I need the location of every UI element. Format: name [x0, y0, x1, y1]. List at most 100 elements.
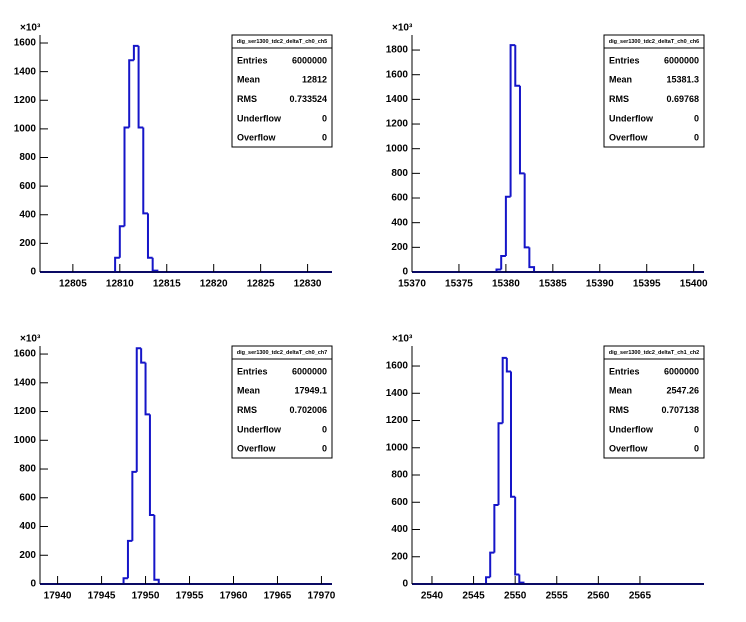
stats-label: RMS	[609, 405, 629, 415]
stats-value: 17949.1	[294, 386, 327, 396]
histogram-bin	[153, 515, 160, 584]
y-tick-label: 0	[30, 579, 36, 590]
x-tick-label: 12820	[200, 279, 228, 290]
histogram-bin	[528, 247, 536, 272]
x-tick-label: 15380	[492, 279, 520, 290]
histogram-bin	[135, 347, 142, 472]
y-tick-label: 400	[391, 524, 408, 535]
y-tick-label: 1400	[14, 377, 37, 388]
stats-label: Overflow	[237, 133, 277, 143]
stats-box	[231, 345, 333, 459]
histogram-bin	[114, 256, 120, 272]
y-tick-label: 1200	[14, 95, 37, 106]
stats-value: 0	[694, 133, 699, 143]
x-tick-label: 17940	[44, 591, 72, 602]
x-tick-label: 2550	[504, 591, 527, 602]
histogram-bin	[495, 268, 502, 272]
histogram-bin	[128, 59, 134, 128]
y-tick-label: 200	[391, 551, 408, 562]
histogram-bin	[137, 45, 144, 129]
histogram-bin	[151, 257, 159, 272]
x-tick-label: 15385	[539, 279, 567, 290]
histogram-bin	[509, 44, 516, 197]
y-tick-label: 0	[402, 579, 408, 590]
stats-label: Overflow	[609, 444, 649, 454]
histogram-bin	[131, 470, 137, 541]
x-tick-label: 15375	[445, 279, 473, 290]
x-tick-label: 12815	[153, 279, 181, 290]
y-tick-label: 600	[391, 193, 408, 204]
y-tick-label: 200	[19, 238, 36, 249]
x-tick-label: 2545	[462, 591, 485, 602]
histogram-bin	[118, 225, 125, 258]
stats-label: Entries	[609, 55, 640, 65]
x-tick-label: 2555	[546, 591, 569, 602]
stats-value: 0	[694, 113, 699, 123]
stats-value: 0.69768	[666, 94, 699, 104]
stats-label: Underflow	[609, 113, 654, 123]
stats-value: 0	[322, 424, 327, 434]
histogram-bin	[493, 503, 499, 553]
stats-label: Entries	[609, 366, 640, 376]
x-tick-label: 17950	[132, 591, 160, 602]
stats-box	[231, 34, 333, 148]
y-tick-label: 800	[19, 464, 36, 475]
stats-label: Underflow	[609, 424, 654, 434]
y-tick-label: 200	[391, 242, 408, 253]
y-tick-label: 1400	[14, 66, 37, 77]
x-tick-label: 12825	[247, 279, 275, 290]
x-tick-label: 2565	[629, 591, 652, 602]
x-tick-label: 2540	[421, 591, 444, 602]
stats-box	[603, 345, 705, 459]
stats-value: 0.702006	[289, 405, 327, 415]
x-tick-label: 12805	[59, 279, 87, 290]
stats-value: 6000000	[664, 55, 699, 65]
stats-value: 12812	[302, 75, 327, 85]
stats-label: Mean	[609, 75, 632, 85]
stats-label: Mean	[237, 75, 260, 85]
stats-label: Mean	[609, 386, 632, 396]
y-tick-label: 1000	[14, 435, 37, 446]
stats-label: Underflow	[237, 113, 282, 123]
histogram-bin	[123, 126, 130, 227]
y-tick-label: 600	[19, 181, 36, 192]
x-tick-label: 15400	[680, 279, 708, 290]
histogram-bin	[148, 414, 155, 517]
y-tick-label: 600	[19, 492, 36, 503]
histogram-bin	[501, 356, 507, 424]
stats-title: dig_ser1300_tdc2_deltaT_ch0_ch5	[237, 39, 328, 45]
y-tick-label: 1600	[386, 361, 409, 372]
stats-title: dig_ser1300_tdc2_deltaT_ch0_ch7	[237, 350, 328, 356]
histogram-bin	[489, 551, 495, 578]
histogram-bin	[505, 357, 511, 373]
histogram-bin	[514, 496, 520, 576]
stats-value: 0.733524	[289, 94, 327, 104]
y-tick-label: 1400	[386, 388, 409, 399]
histogram-bin	[497, 422, 503, 505]
histogram-bin	[504, 195, 511, 256]
histogram-bin	[132, 44, 139, 61]
stats-label: Overflow	[237, 444, 277, 454]
stats-value: 2547.26	[666, 386, 699, 396]
stats-value: 0	[694, 444, 699, 454]
stats-value: 0	[322, 133, 327, 143]
histogram-bin	[485, 576, 491, 584]
histogram-bin	[144, 362, 150, 416]
x-tick-label: 17955	[176, 591, 204, 602]
y-tick-label: 0	[30, 267, 36, 278]
histogram-bin	[518, 85, 525, 175]
y-tick-label: 1200	[386, 415, 409, 426]
histogram-bin	[140, 348, 146, 364]
x-tick-label: 17970	[308, 591, 336, 602]
x-tick-label: 17945	[88, 591, 116, 602]
y-tick-label: 0	[402, 267, 408, 278]
stats-value: 0.707138	[661, 405, 699, 415]
x-tick-label: 12810	[106, 279, 134, 290]
histogram-bin	[500, 254, 506, 270]
stats-label: Underflow	[237, 424, 282, 434]
stats-box	[603, 34, 705, 148]
stats-value: 6000000	[292, 55, 327, 65]
x-tick-label: 17965	[264, 591, 292, 602]
stats-title: dig_ser1300_tdc2_deltaT_ch1_ch2	[609, 350, 700, 356]
